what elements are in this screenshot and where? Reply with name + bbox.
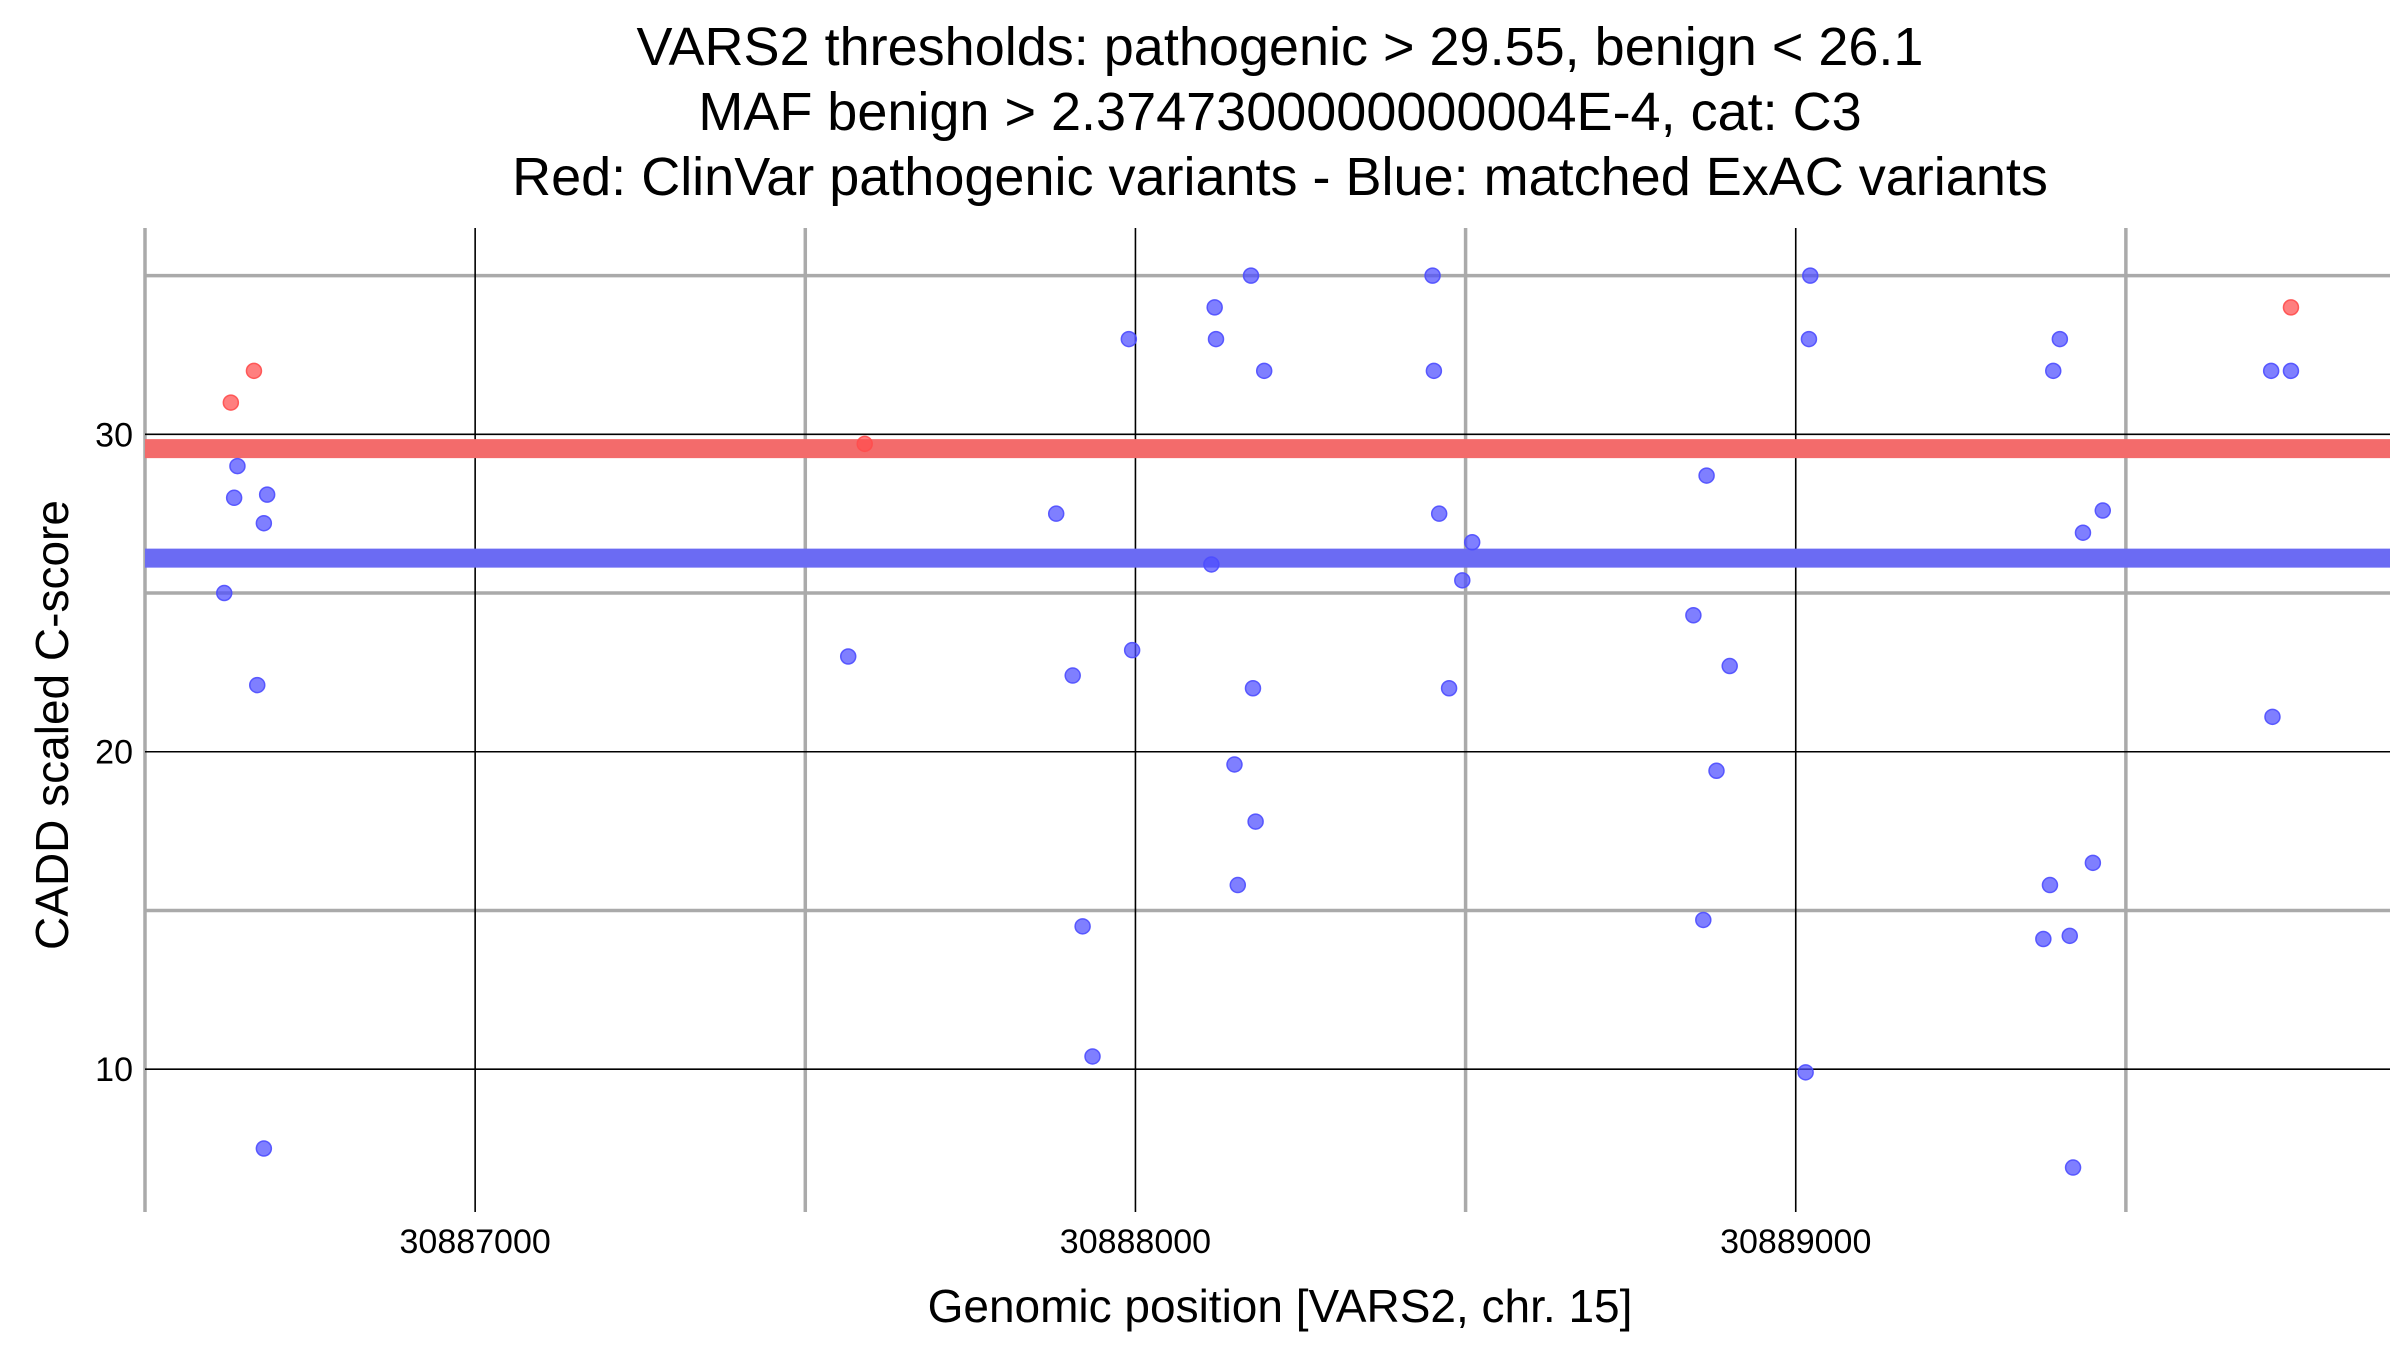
y-tick-label: 10 [95, 1051, 133, 1089]
data-point [856, 435, 873, 453]
data-point [2045, 362, 2062, 380]
data-point [1430, 505, 1448, 522]
data-point [1721, 657, 1738, 675]
data-point [258, 486, 276, 503]
y-tick-label: 30 [95, 416, 133, 454]
chart-title-line-2: MAF benign > 2.3747300000000004E-4, cat:… [698, 82, 1861, 142]
data-point [1244, 680, 1262, 697]
data-point [1685, 607, 1702, 624]
data-point [229, 457, 246, 475]
data-point [2262, 362, 2280, 380]
data-point [2061, 927, 2079, 945]
y-axis-label: CADD scaled C-score [26, 500, 78, 950]
data-point [1708, 762, 1725, 780]
data-point [2051, 330, 2069, 348]
threshold-lines [145, 439, 2390, 568]
data-points [215, 267, 2300, 1176]
data-point [1206, 299, 1223, 316]
x-tick-labels: 30887000 30888000 30889000 [400, 1223, 1872, 1261]
chart-title-line-1: VARS2 thresholds: pathogenic > 29.55, be… [637, 17, 1924, 77]
data-point [215, 584, 233, 602]
data-point [1247, 813, 1264, 830]
data-point [1074, 918, 1091, 935]
data-point [255, 1140, 273, 1157]
data-point [1797, 1064, 1814, 1081]
data-point [839, 648, 857, 665]
data-point [222, 394, 240, 411]
data-point [1120, 330, 1138, 348]
data-point [2264, 708, 2281, 726]
data-point [1207, 330, 1225, 348]
data-point [2084, 854, 2102, 872]
data-point [1242, 267, 1260, 284]
data-point [1440, 680, 1458, 697]
data-point [1425, 362, 1443, 380]
data-point [1229, 876, 1247, 894]
chart-title-line-3: Red: ClinVar pathogenic variants - Blue:… [512, 147, 2048, 207]
data-point [1698, 467, 1715, 484]
data-point [255, 514, 273, 532]
y-tick-labels: 10 20 30 [95, 416, 133, 1089]
data-point [1064, 667, 1081, 684]
data-point [1454, 572, 1471, 589]
data-point [1695, 911, 1712, 929]
x-axis-label: Genomic position [VARS2, chr. 15] [928, 1280, 1633, 1332]
minor-gridlines [143, 228, 2390, 1212]
y-tick-label: 20 [95, 734, 133, 772]
data-point [2035, 930, 2052, 948]
data-point [1800, 330, 1818, 348]
data-point [245, 362, 263, 380]
data-point [1226, 756, 1243, 773]
x-tick-label: 30887000 [400, 1223, 551, 1261]
data-point [1123, 641, 1141, 659]
data-point [225, 489, 243, 507]
x-tick-label: 30889000 [1720, 1223, 1871, 1261]
data-point [1463, 533, 1481, 551]
data-point [1424, 267, 1441, 284]
data-point [1203, 556, 1220, 573]
data-point [249, 676, 266, 694]
data-point [2064, 1159, 2082, 1176]
data-point [2074, 524, 2092, 541]
data-point [2282, 299, 2300, 316]
data-point [1802, 267, 1819, 284]
data-point [2041, 876, 2059, 894]
x-tick-label: 30888000 [1060, 1223, 1211, 1261]
data-point [1255, 362, 1273, 380]
data-point [2094, 502, 2112, 519]
major-gridlines [145, 228, 2390, 1212]
data-point [1084, 1048, 1101, 1065]
data-point [1047, 505, 1065, 522]
data-point [2282, 362, 2300, 380]
